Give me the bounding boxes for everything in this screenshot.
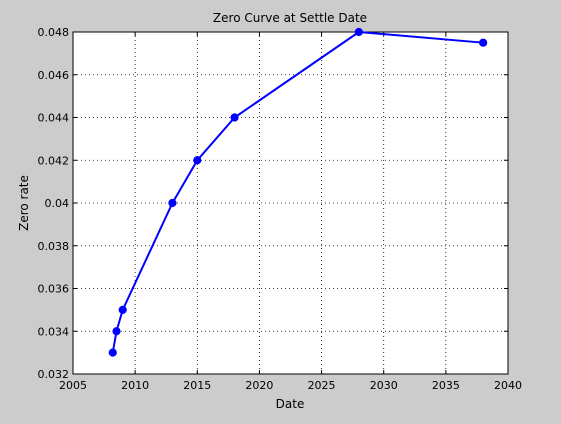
x-tick-label: 2035 (432, 379, 460, 392)
y-tick-label: 0.038 (38, 240, 70, 253)
x-tick-label: 2015 (183, 379, 211, 392)
y-tick-label: 0.044 (38, 112, 70, 125)
data-point (108, 348, 117, 357)
data-point (118, 305, 127, 314)
data-point (112, 327, 121, 336)
y-tick-label: 0.042 (38, 154, 70, 167)
data-point (230, 113, 239, 122)
y-tick-label: 0.036 (38, 283, 70, 296)
x-tick-label: 2025 (308, 379, 336, 392)
y-tick-label: 0.048 (38, 26, 70, 39)
x-tick-label: 2005 (59, 379, 87, 392)
x-axis-label: Date (276, 397, 305, 411)
data-point (193, 156, 202, 165)
axis-ticks (72, 31, 509, 375)
data-point (354, 27, 363, 37)
plot-area (73, 32, 508, 374)
y-tick-label: 0.04 (45, 197, 70, 210)
y-axis-label: Zero rate (17, 175, 31, 231)
x-tick-label: 2020 (245, 379, 273, 392)
grid-lines (73, 32, 508, 374)
y-tick-label: 0.032 (38, 368, 70, 381)
data-point (479, 38, 488, 47)
x-tick-labels: 2005 2010 2015 2020 2025 2030 2035 2040 (59, 379, 522, 392)
x-tick-label: 2010 (121, 379, 149, 392)
x-tick-label: 2030 (370, 379, 398, 392)
series-layer (108, 27, 488, 357)
y-tick-label: 0.034 (38, 325, 70, 338)
x-tick-label: 2040 (494, 379, 522, 392)
y-tick-labels: 0.032 0.034 0.036 0.038 0.04 0.042 0.044 0.046 0… (38, 26, 70, 381)
data-point (168, 198, 177, 208)
chart-title: Zero Curve at Settle Date (213, 11, 367, 25)
y-tick-label: 0.046 (38, 69, 70, 82)
